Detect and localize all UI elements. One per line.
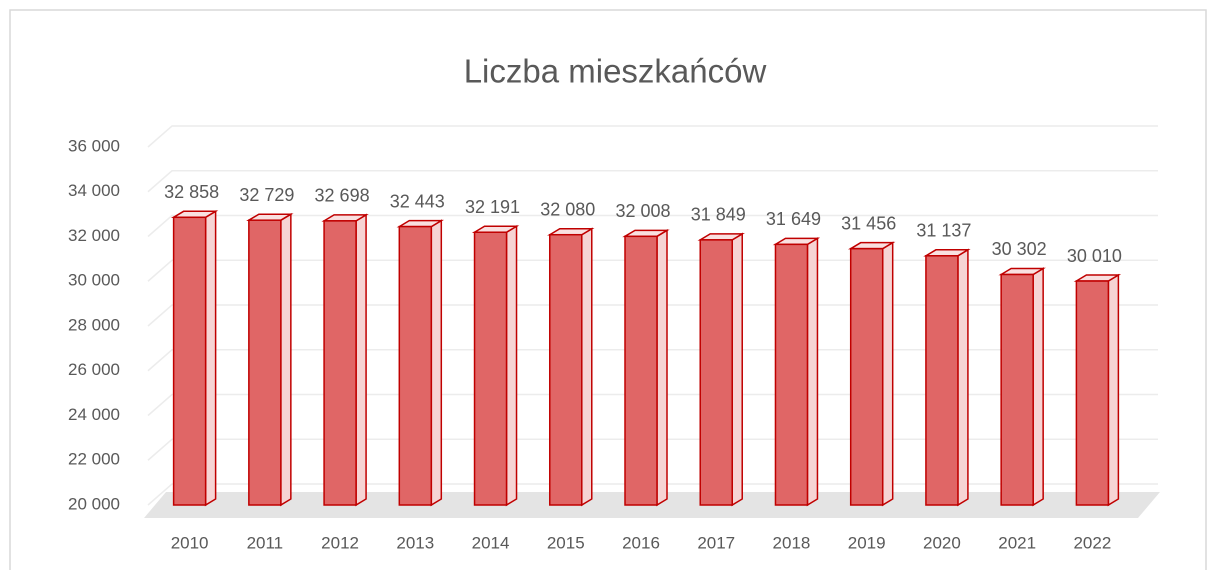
bar-front [323,220,357,506]
data-label: 32 008 [615,201,670,221]
grid-line [147,125,1158,148]
bar-front [1075,280,1110,506]
x-tick-label: 2013 [396,533,434,552]
y-tick-label: 32 000 [68,226,120,245]
y-tick-label: 26 000 [68,360,120,379]
x-tick-label: 2012 [321,533,359,552]
y-tick-label: 20 000 [68,494,120,513]
data-label: 32 729 [239,185,294,205]
bar [697,232,745,507]
bar-front [172,216,207,506]
x-tick-label: 2011 [247,533,284,552]
data-label: 32 191 [465,197,520,217]
bar-front [549,233,583,506]
y-tick-label: 22 000 [68,450,120,469]
bar-front [849,247,884,506]
bar-side [581,227,593,507]
bar [772,237,821,507]
bar-front [699,239,733,506]
x-tick-label: 2019 [848,533,886,552]
bar-front [925,255,959,506]
grid-line [147,259,1158,282]
x-tick-label: 2018 [773,533,811,552]
data-label: 31 137 [916,221,971,241]
y-tick-label: 36 000 [68,136,120,155]
x-tick-label: 2021 [998,533,1036,552]
bar-front [248,219,282,506]
bar-side [656,228,668,507]
chart-title: Liczba mieszkańców [464,53,767,90]
grid-line [147,170,1158,193]
x-tick-label: 2016 [622,533,660,552]
bar-side [280,212,292,507]
bar-side [204,209,217,507]
x-tick-label: 2020 [923,533,961,552]
bar-side [430,219,443,507]
data-label: 32 698 [315,186,370,206]
bar-side [505,224,518,507]
bar-side [957,248,969,507]
bar-side [806,237,819,507]
y-tick-label: 24 000 [68,405,120,424]
x-tick-label: 2014 [472,533,510,552]
data-label: 30 302 [992,239,1047,259]
x-tick-label: 2022 [1073,533,1111,552]
bar-front [1000,273,1034,506]
bar [396,219,445,507]
bar-side [731,232,743,507]
grid-line [147,304,1158,327]
grid-line [147,214,1158,238]
bar [170,209,219,507]
data-label: 32 858 [164,182,219,202]
bar [547,227,595,507]
bar-front [398,225,433,506]
data-label: 32 443 [390,191,445,211]
bar [847,241,896,507]
bar-side [355,213,367,507]
y-tick-label: 34 000 [68,181,120,200]
y-tick-label: 28 000 [68,315,120,334]
bar-front [473,231,508,506]
data-label: 31 849 [691,205,746,225]
bar [998,267,1046,507]
data-label: 30 010 [1067,246,1122,266]
grid-line [147,483,1158,506]
bar [471,224,520,507]
grid-line [147,349,1158,372]
bar [923,248,971,507]
grid-line [147,393,1158,417]
bar-side [1032,267,1044,507]
bar-side [1107,273,1120,507]
bar [321,213,369,507]
data-label: 32 080 [540,199,595,219]
x-tick-label: 2017 [697,533,735,552]
bar-side [881,241,894,507]
bar-front [774,243,809,506]
x-tick-label: 2010 [171,533,209,552]
y-tick-label: 30 000 [68,271,120,290]
bar [246,212,294,507]
x-tick-label: 2015 [547,533,585,552]
data-label: 31 649 [766,209,821,229]
bar-front [624,235,658,506]
bar [1073,273,1122,507]
bar [622,228,670,507]
grid-line [147,438,1158,461]
data-label: 31 456 [841,213,896,233]
